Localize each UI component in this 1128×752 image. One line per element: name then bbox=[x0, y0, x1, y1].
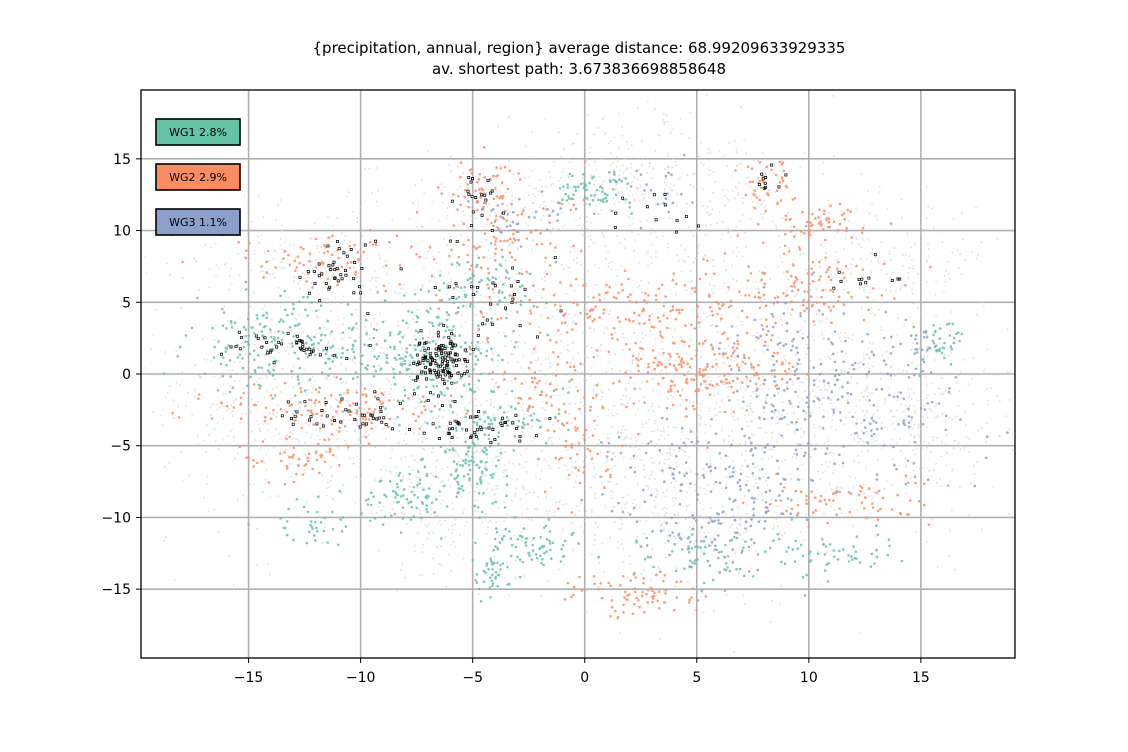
x-tick-label: 10 bbox=[800, 670, 818, 686]
highlighted-points bbox=[220, 163, 902, 444]
y-tick-label: 15 bbox=[113, 152, 131, 168]
legend: WG1 2.8% WG2 2.9% WG3 1.1% bbox=[155, 118, 241, 236]
y-tick-label: 10 bbox=[113, 224, 131, 240]
legend-entry-3: WG3 1.1% bbox=[155, 208, 241, 236]
grid bbox=[141, 90, 1015, 658]
legend-swatch bbox=[155, 118, 241, 146]
legend-entry-2: WG2 2.9% bbox=[155, 163, 241, 191]
chart-title-line1: {precipitation, annual, region} average … bbox=[313, 39, 846, 57]
x-tick-label: −10 bbox=[346, 670, 376, 686]
series-2-marks bbox=[171, 146, 950, 620]
legend-label: WG3 1.1% bbox=[169, 216, 227, 229]
x-tick-label: −15 bbox=[234, 670, 264, 686]
series-points bbox=[162, 146, 1009, 620]
legend-entry-1: WG1 2.8% bbox=[155, 118, 241, 146]
axis-ticks: −15 −10 −5 0 5 10 15 −15 −10 −5 0 5 10 15 bbox=[101, 152, 929, 686]
legend-label: WG1 2.8% bbox=[169, 126, 227, 139]
y-tick-label: 0 bbox=[122, 367, 131, 383]
legend-swatch bbox=[155, 208, 241, 236]
series-2-points bbox=[171, 146, 950, 620]
legend-label: WG2 2.9% bbox=[169, 171, 227, 184]
legend-swatch bbox=[155, 163, 241, 191]
x-tick-label: −5 bbox=[462, 670, 483, 686]
y-tick-label: −10 bbox=[101, 510, 131, 526]
y-tick-label: −15 bbox=[101, 582, 131, 598]
x-tick-label: 15 bbox=[912, 670, 930, 686]
chart-title-line2: av. shortest path: 3.673836698858648 bbox=[432, 60, 726, 78]
highlighted-point-marks bbox=[220, 163, 902, 444]
x-tick-label: 0 bbox=[580, 670, 589, 686]
y-tick-label: −5 bbox=[110, 439, 131, 455]
y-tick-label: 5 bbox=[122, 295, 131, 311]
x-tick-label: 5 bbox=[692, 670, 701, 686]
